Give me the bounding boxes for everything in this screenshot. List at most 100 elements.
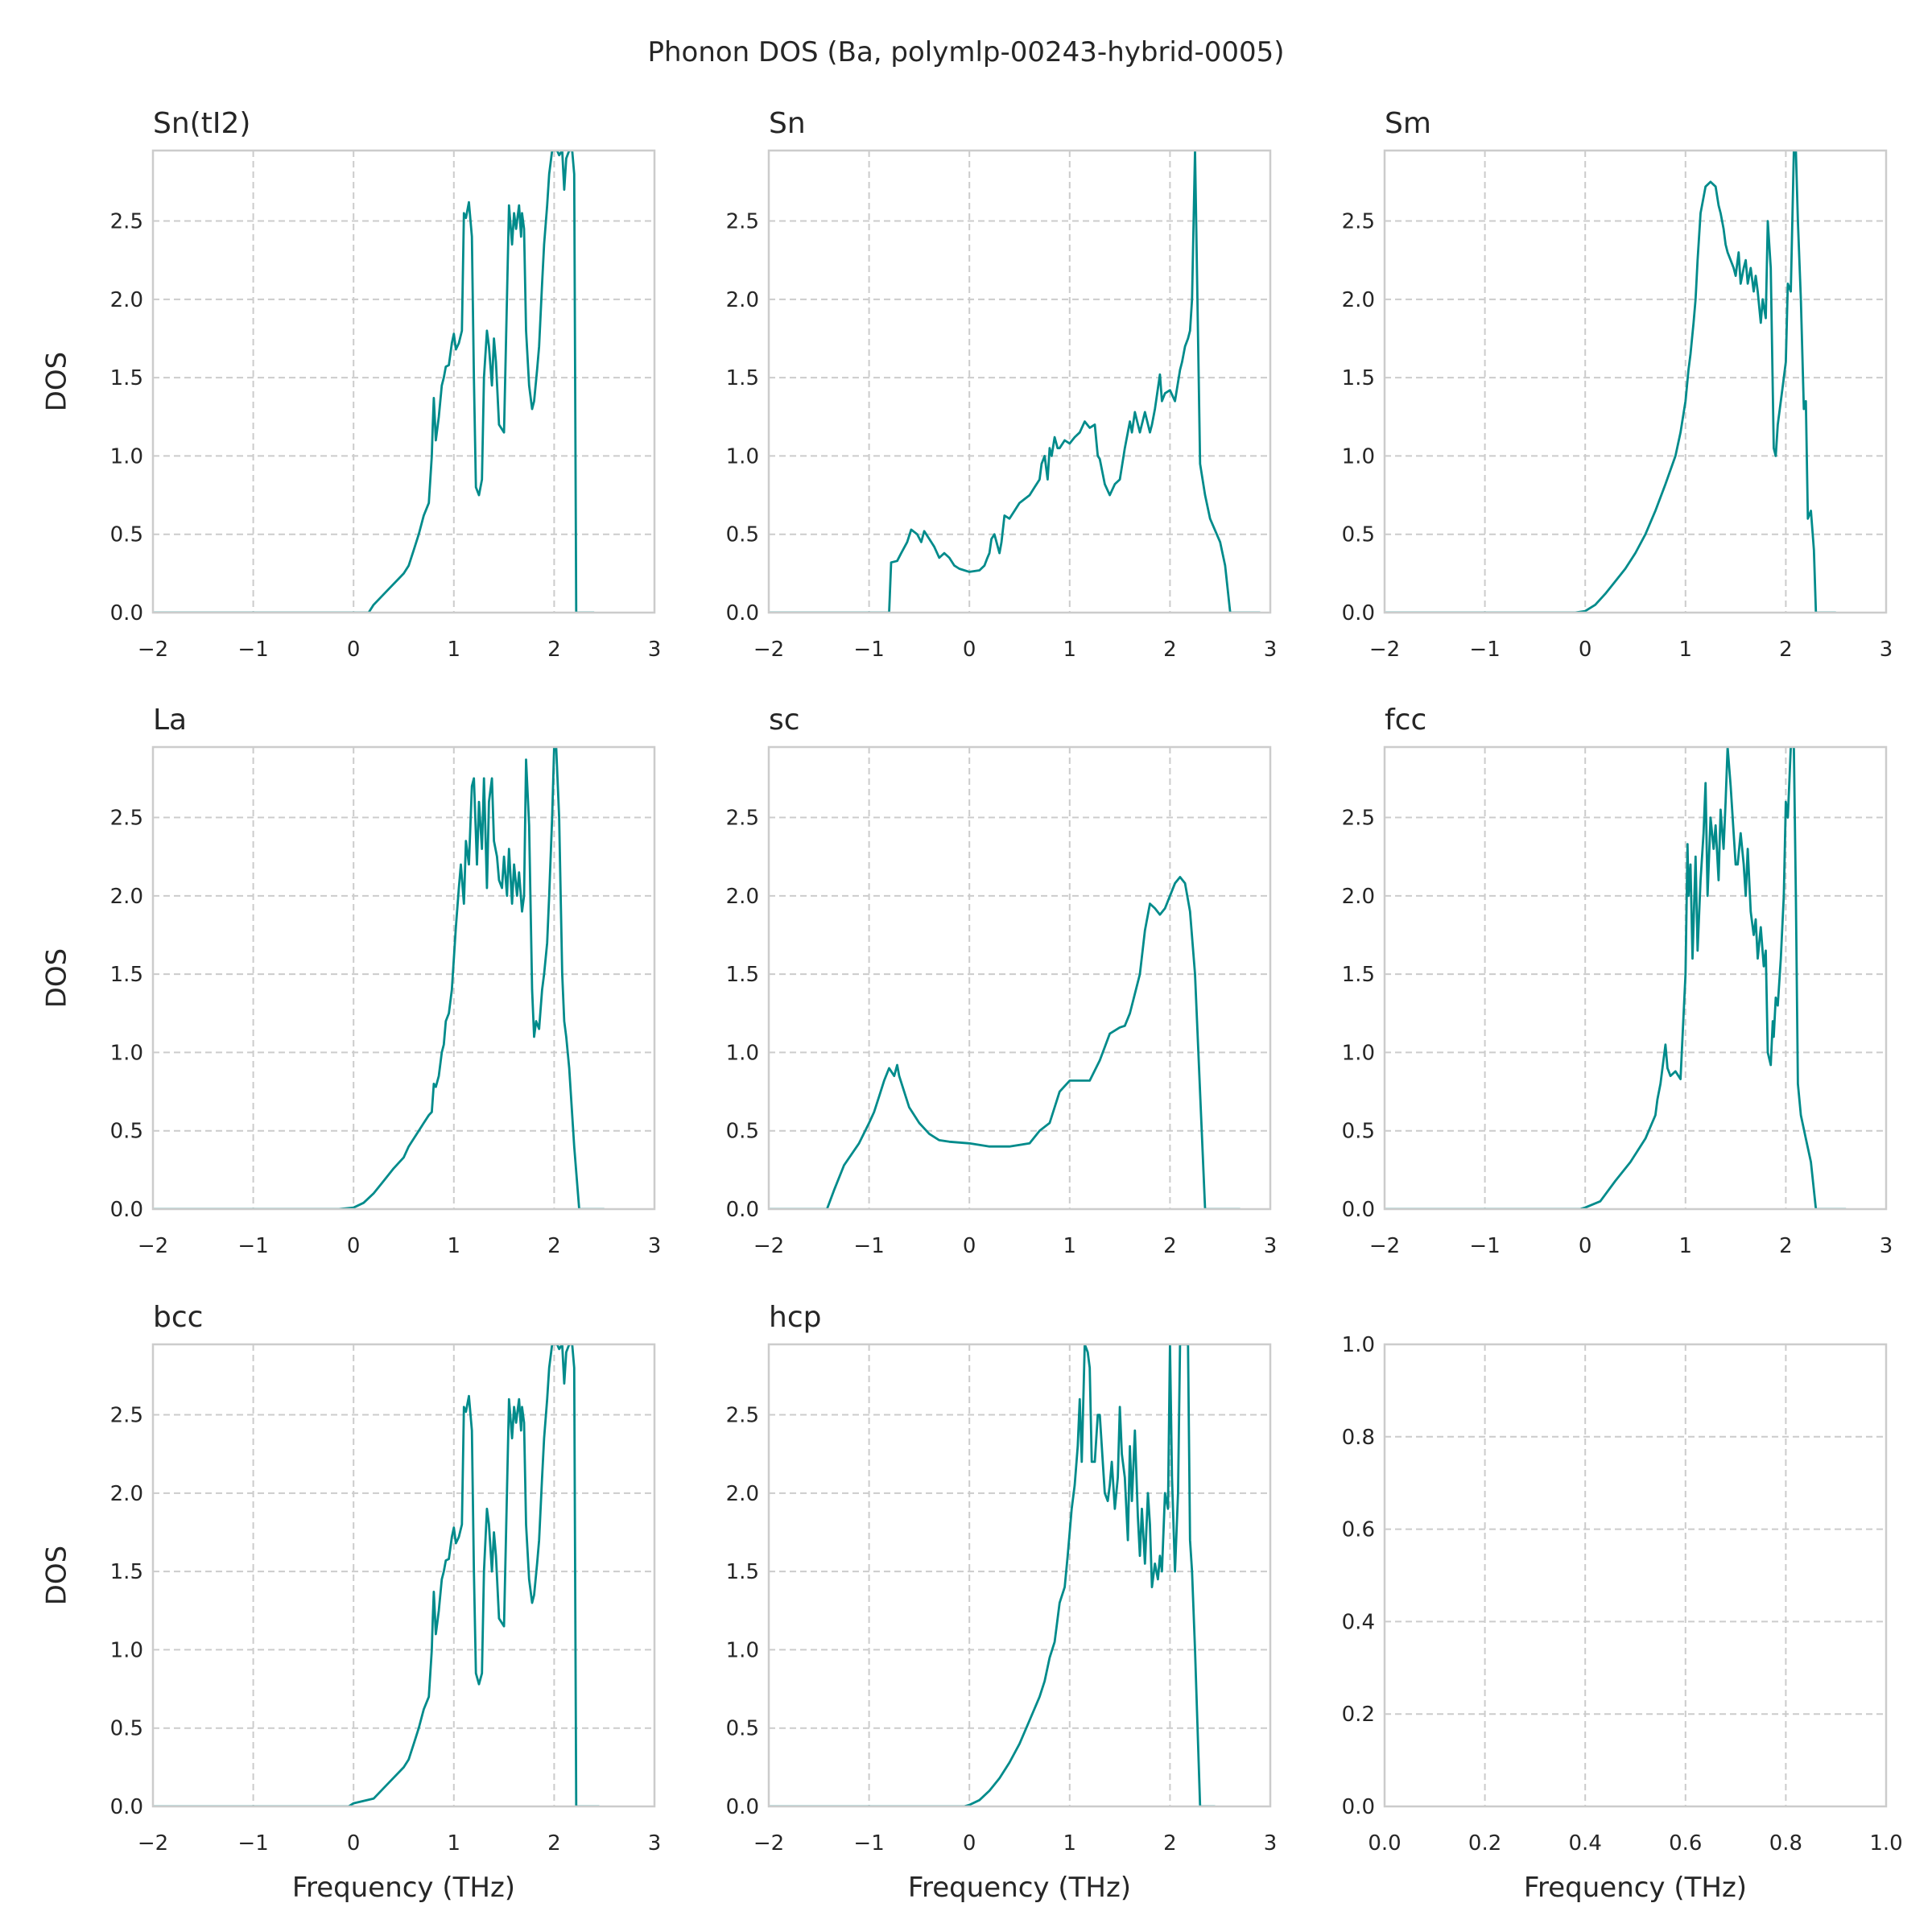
x-tick-label: 3: [1264, 638, 1278, 662]
figure-title: Phonon DOS (Ba, polymlp-00243-hybrid-000…: [647, 36, 1284, 68]
y-tick-label: 2.0: [726, 288, 759, 312]
dos-series-line: [153, 747, 605, 1209]
y-tick-label: 0.5: [726, 1717, 759, 1741]
x-tick-label: 1: [448, 1234, 461, 1258]
panel-title: Sn: [769, 107, 806, 140]
dos-series-line: [153, 1344, 600, 1806]
x-tick-label: 1: [1063, 1234, 1077, 1258]
x-tick-label: 0: [1579, 1234, 1592, 1258]
y-axis-label: DOS: [41, 1546, 73, 1606]
axes-frame: [767, 149, 1272, 614]
x-tick-label: 0.4: [1569, 1831, 1602, 1856]
x-tick-label: 1: [448, 638, 461, 662]
x-tick-label: −2: [753, 1831, 784, 1856]
y-tick-label: 0.0: [1342, 601, 1375, 625]
x-tick-label: −1: [853, 1831, 884, 1856]
y-tick-label: 0.5: [726, 523, 759, 547]
axes-frame: [1383, 1343, 1888, 1808]
panel-title: sc: [769, 704, 800, 737]
x-tick-label: −1: [237, 638, 268, 662]
y-tick-label: 1.5: [110, 963, 143, 987]
panel-9: 0.0 0.2 0.4 0.6 0.8 1.0 0.0 0.2 0.4 0.6 0.8 1.0 Freq…: [1342, 1333, 1903, 1904]
x-tick-label: 3: [1264, 1234, 1278, 1258]
x-tick-label: −2: [138, 1831, 168, 1856]
x-tick-label: 3: [648, 1234, 662, 1258]
y-tick-label: 0.2: [1342, 1703, 1375, 1727]
y-tick-label: 0.0: [726, 1795, 759, 1819]
panel-8: −2 −1 0 1 2 3 0.0 0.5 1.0 1.5 2.0 2.5 hcp Frequency (…: [726, 1301, 1278, 1904]
y-tick-label: 1.5: [1342, 366, 1375, 390]
y-tick-label: 2.0: [1342, 288, 1375, 312]
x-axis-label: Frequency (THz): [908, 1872, 1131, 1904]
x-tick-label: −2: [138, 638, 168, 662]
y-tick-label: 1.0: [726, 444, 759, 469]
panels: −2 −1 0 1 2 3 0.0 0.5 1.0 1.5 2.0 2.5 Sn(tI2) DOS −2 −1…: [41, 107, 1903, 1904]
y-tick-label: 0.0: [726, 601, 759, 625]
x-tick-label: −1: [237, 1831, 268, 1856]
y-tick-label: 2.5: [1342, 807, 1375, 831]
panel-3: −2 −1 0 1 2 3 0.0 0.5 1.0 1.5 2.0 2.5 Sm: [1342, 107, 1893, 662]
x-tick-label: −1: [853, 1234, 884, 1258]
panel-4: −2 −1 0 1 2 3 0.0 0.5 1.0 1.5 2.0 2.5 La DOS: [41, 704, 662, 1258]
x-axis-label: Frequency (THz): [1524, 1872, 1747, 1904]
y-tick-label: 2.5: [726, 210, 759, 234]
x-tick-label: 1: [1063, 638, 1077, 662]
panel-title: bcc: [153, 1301, 203, 1334]
x-tick-label: 0: [963, 1831, 976, 1856]
x-tick-label: 3: [1880, 638, 1893, 662]
x-tick-label: −2: [1369, 1234, 1400, 1258]
x-tick-label: 0: [963, 1234, 976, 1258]
x-tick-label: 1: [1679, 638, 1693, 662]
y-tick-label: 2.5: [110, 807, 143, 831]
panel-5: −2 −1 0 1 2 3 0.0 0.5 1.0 1.5 2.0 2.5 sc: [726, 704, 1278, 1258]
y-tick-label: 0.0: [110, 1198, 143, 1222]
panel-6: −2 −1 0 1 2 3 0.0 0.5 1.0 1.5 2.0 2.5 fcc: [1342, 704, 1893, 1258]
x-tick-label: 2: [1163, 638, 1177, 662]
x-tick-label: 1.0: [1869, 1831, 1902, 1856]
x-tick-label: 3: [648, 638, 662, 662]
x-tick-label: 3: [648, 1831, 662, 1856]
y-tick-label: 0.0: [726, 1198, 759, 1222]
x-tick-label: −2: [753, 1234, 784, 1258]
y-tick-label: 1.0: [1342, 1333, 1375, 1357]
x-tick-label: 2: [547, 1831, 561, 1856]
dos-series-line: [1385, 747, 1847, 1209]
y-tick-label: 0.0: [1342, 1795, 1375, 1819]
y-tick-label: 1.5: [726, 1560, 759, 1584]
y-tick-label: 1.5: [726, 366, 759, 390]
y-tick-label: 1.0: [110, 444, 143, 469]
x-tick-label: 1: [1063, 1831, 1077, 1856]
y-tick-label: 1.0: [726, 1638, 759, 1662]
y-tick-label: 1.5: [110, 1560, 143, 1584]
y-tick-label: 0.5: [1342, 523, 1375, 547]
x-axis-label: Frequency (THz): [292, 1872, 515, 1904]
x-tick-label: 2: [547, 1234, 561, 1258]
y-tick-label: 1.5: [726, 963, 759, 987]
x-tick-label: 2: [1779, 1234, 1793, 1258]
x-tick-label: −1: [853, 638, 884, 662]
y-tick-label: 2.0: [726, 885, 759, 909]
x-tick-label: 2: [1163, 1831, 1177, 1856]
y-tick-label: 2.5: [726, 807, 759, 831]
panel-title: Sm: [1385, 107, 1431, 140]
y-tick-label: 2.0: [726, 1482, 759, 1506]
y-tick-label: 0.4: [1342, 1610, 1375, 1634]
y-axis-label: DOS: [41, 352, 73, 412]
x-tick-label: 1: [448, 1831, 461, 1856]
y-tick-label: 2.0: [1342, 885, 1375, 909]
y-tick-label: 1.0: [1342, 1041, 1375, 1065]
y-axis-label: DOS: [41, 948, 73, 1009]
panel-title: La: [153, 704, 187, 737]
y-tick-label: 2.0: [110, 288, 143, 312]
x-tick-label: −1: [1469, 638, 1500, 662]
x-tick-label: 0: [1579, 638, 1592, 662]
dos-series-line: [1385, 151, 1836, 613]
x-tick-label: 2: [1163, 1234, 1177, 1258]
dos-series-line: [769, 151, 1261, 613]
y-tick-label: 1.0: [110, 1041, 143, 1065]
axes-frame: [151, 1343, 656, 1808]
x-tick-label: −1: [1469, 1234, 1500, 1258]
axes-frame: [767, 745, 1272, 1211]
x-tick-label: 0.0: [1368, 1831, 1401, 1856]
